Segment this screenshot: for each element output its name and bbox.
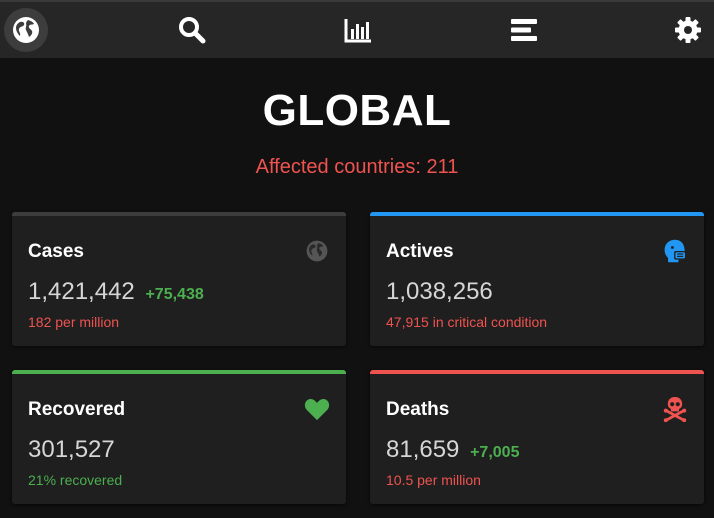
- recovered-card: Recovered 301,527 21% recovered: [12, 370, 346, 504]
- actives-label: Actives: [386, 241, 454, 262]
- cases-value-row: 1,421,442 +75,438: [28, 278, 204, 306]
- actives-critical-text: 47,915 in critical condition: [386, 314, 548, 330]
- gear-icon: [675, 17, 701, 43]
- bar-chart-icon: [344, 19, 371, 43]
- search-icon: [179, 17, 206, 44]
- actives-card: Actives 1,038,256 47,915 in critical con…: [370, 212, 704, 346]
- nav-search-button[interactable]: [170, 8, 214, 52]
- recovered-value: 301,527: [28, 436, 115, 463]
- affected-countries-text: Affected countries: 211: [255, 156, 459, 178]
- recovered-value-row: 301,527: [28, 436, 115, 464]
- masked-face-icon: [662, 238, 688, 264]
- deaths-label: Deaths: [386, 399, 450, 420]
- skull-crossbones-icon: [662, 396, 688, 422]
- deaths-value: 81,659: [386, 436, 460, 463]
- deaths-per-million: 10.5 per million: [386, 472, 481, 488]
- list-icon: [511, 19, 537, 41]
- recovered-percent-text: 21% recovered: [28, 472, 123, 488]
- globe-icon: [13, 17, 39, 43]
- cases-value: 1,421,442: [28, 278, 135, 305]
- top-nav-bar: [0, 0, 714, 58]
- deaths-delta: +7,005: [470, 444, 520, 461]
- nav-globe-button[interactable]: [4, 8, 48, 52]
- cases-label: Cases: [28, 241, 84, 262]
- actives-value: 1,038,256: [386, 278, 493, 305]
- cases-card: Cases 1,421,442 +75,438 182 per million: [12, 212, 346, 346]
- cases-per-million: 182 per million: [28, 314, 120, 330]
- actives-value-row: 1,038,256: [386, 278, 493, 306]
- page-title: GLOBAL: [262, 86, 452, 135]
- deaths-card: Deaths 81,659 +7,005 10.5 per million: [370, 370, 704, 504]
- deaths-value-row: 81,659 +7,005: [386, 436, 519, 464]
- nav-statistics-button[interactable]: [336, 8, 380, 52]
- globe-icon: [304, 238, 330, 264]
- nav-settings-button[interactable]: [666, 8, 710, 52]
- cases-delta: +75,438: [145, 286, 204, 303]
- recovered-label: Recovered: [28, 399, 126, 420]
- nav-list-button[interactable]: [502, 8, 546, 52]
- heart-icon: [304, 396, 330, 422]
